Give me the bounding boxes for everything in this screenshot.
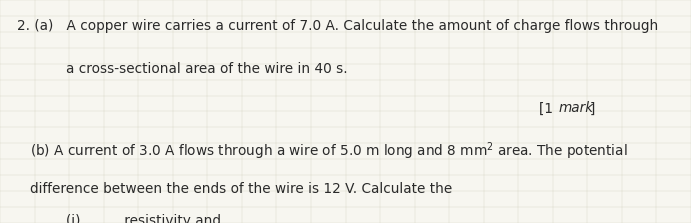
Text: 2. (a)   A copper wire carries a current of 7.0 A. Calculate the amount of charg: 2. (a) A copper wire carries a current o… — [17, 19, 659, 33]
Text: difference between the ends of the wire is 12 V. Calculate the: difference between the ends of the wire … — [30, 182, 453, 196]
Text: (b) A current of 3.0 A flows through a wire of 5.0 m long and 8 mm: (b) A current of 3.0 A flows through a w… — [0, 222, 1, 223]
Text: [1: [1 — [539, 101, 558, 116]
Text: (b) A current of 3.0 A flows through a wire of 5.0 m long and 8 mm$^{2}$ area. T: (b) A current of 3.0 A flows through a w… — [30, 140, 628, 162]
Text: a cross-sectional area of the wire in 40 s.: a cross-sectional area of the wire in 40… — [66, 62, 348, 76]
Text: mark: mark — [558, 101, 594, 116]
Text: (i)          resistivity and: (i) resistivity and — [66, 214, 220, 223]
Text: ]: ] — [590, 101, 596, 116]
